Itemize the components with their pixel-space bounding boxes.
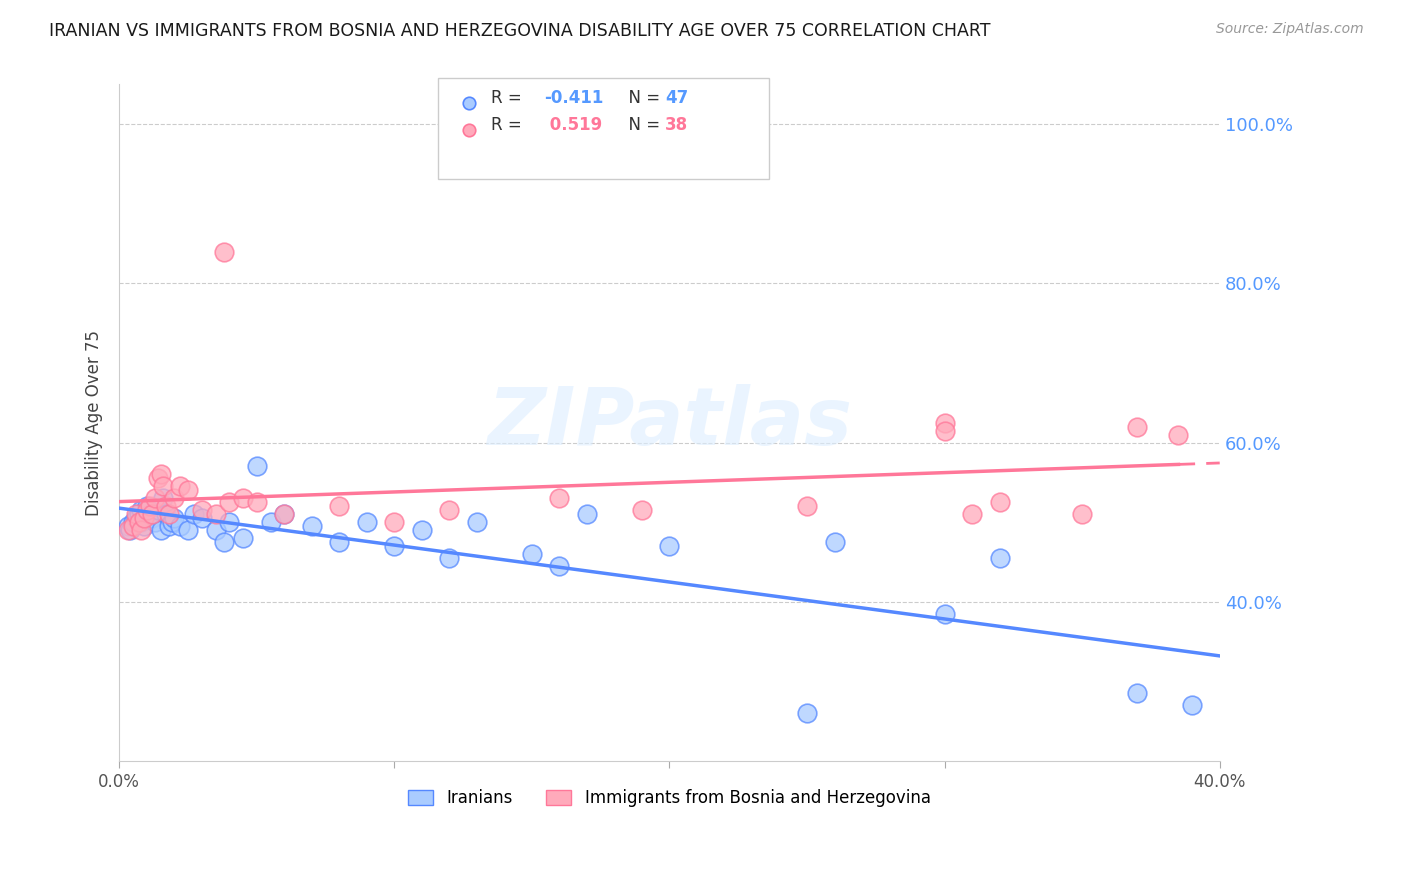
Point — [125, 508, 148, 522]
Point — [1126, 686, 1149, 700]
Point — [132, 519, 155, 533]
Point — [146, 503, 169, 517]
Point — [149, 523, 172, 537]
Point — [1071, 508, 1094, 522]
Point — [128, 515, 150, 529]
Point — [548, 491, 571, 506]
Point — [328, 535, 350, 549]
Point — [135, 500, 157, 514]
Point — [411, 523, 433, 537]
Text: 47: 47 — [665, 89, 689, 107]
Point — [232, 531, 254, 545]
Point — [1167, 427, 1189, 442]
Point — [439, 551, 461, 566]
Point — [934, 607, 956, 621]
Point — [960, 508, 983, 522]
Point — [465, 515, 488, 529]
Point — [122, 515, 145, 529]
Point — [520, 547, 543, 561]
Point — [157, 508, 180, 522]
Point — [122, 519, 145, 533]
Point — [631, 503, 654, 517]
Point — [796, 500, 818, 514]
Text: R =: R = — [491, 89, 527, 107]
Text: ZIPatlas: ZIPatlas — [486, 384, 852, 462]
Point — [163, 511, 186, 525]
Point — [218, 495, 240, 509]
Point — [246, 459, 269, 474]
Point — [129, 503, 152, 517]
Point — [149, 467, 172, 482]
Point — [138, 508, 160, 522]
Point — [259, 515, 281, 529]
Point — [439, 503, 461, 517]
Point — [988, 551, 1011, 566]
Point — [132, 511, 155, 525]
Point — [163, 491, 186, 506]
Point — [141, 508, 163, 522]
FancyBboxPatch shape — [439, 78, 769, 179]
Point — [246, 495, 269, 509]
Point — [129, 515, 152, 529]
Point — [155, 508, 177, 522]
Text: -0.411: -0.411 — [544, 89, 603, 107]
Point — [155, 500, 177, 514]
Y-axis label: Disability Age Over 75: Disability Age Over 75 — [86, 330, 103, 516]
Point — [218, 515, 240, 529]
Point — [169, 479, 191, 493]
Text: IRANIAN VS IMMIGRANTS FROM BOSNIA AND HERZEGOVINA DISABILITY AGE OVER 75 CORRELA: IRANIAN VS IMMIGRANTS FROM BOSNIA AND HE… — [49, 22, 991, 40]
Point — [988, 495, 1011, 509]
Point — [120, 523, 142, 537]
Point — [1126, 419, 1149, 434]
Point — [191, 503, 214, 517]
Point — [125, 511, 148, 525]
Legend: Iranians, Immigrants from Bosnia and Herzegovina: Iranians, Immigrants from Bosnia and Her… — [402, 782, 938, 814]
Point — [212, 244, 235, 259]
Point — [117, 519, 139, 533]
Point — [160, 515, 183, 529]
Point — [273, 508, 295, 522]
Point — [177, 523, 200, 537]
Point — [128, 508, 150, 522]
Point — [796, 706, 818, 721]
Point — [157, 519, 180, 533]
Point — [152, 491, 174, 506]
Point — [273, 508, 295, 522]
Point — [191, 511, 214, 525]
Text: N =: N = — [617, 89, 665, 107]
Point — [117, 523, 139, 537]
Point — [658, 539, 681, 553]
Point — [934, 424, 956, 438]
Point — [143, 491, 166, 506]
Text: Source: ZipAtlas.com: Source: ZipAtlas.com — [1216, 22, 1364, 37]
Point — [129, 523, 152, 537]
Text: 38: 38 — [665, 116, 688, 134]
Point — [548, 559, 571, 574]
Point — [177, 483, 200, 498]
Point — [328, 500, 350, 514]
Point — [301, 519, 323, 533]
Point — [934, 416, 956, 430]
Point — [138, 500, 160, 514]
Point — [204, 523, 226, 537]
Point — [384, 515, 406, 529]
Point — [204, 508, 226, 522]
Text: N =: N = — [617, 116, 665, 134]
Point — [824, 535, 846, 549]
Point — [232, 491, 254, 506]
Point — [141, 511, 163, 525]
Point — [143, 515, 166, 529]
Point — [575, 508, 598, 522]
Point — [356, 515, 378, 529]
Point — [1181, 698, 1204, 713]
Point — [146, 471, 169, 485]
Point — [135, 503, 157, 517]
Point — [384, 539, 406, 553]
Point — [212, 535, 235, 549]
Point — [152, 479, 174, 493]
Text: R =: R = — [491, 116, 527, 134]
Point — [169, 519, 191, 533]
Point — [183, 508, 205, 522]
Text: 0.519: 0.519 — [544, 116, 602, 134]
